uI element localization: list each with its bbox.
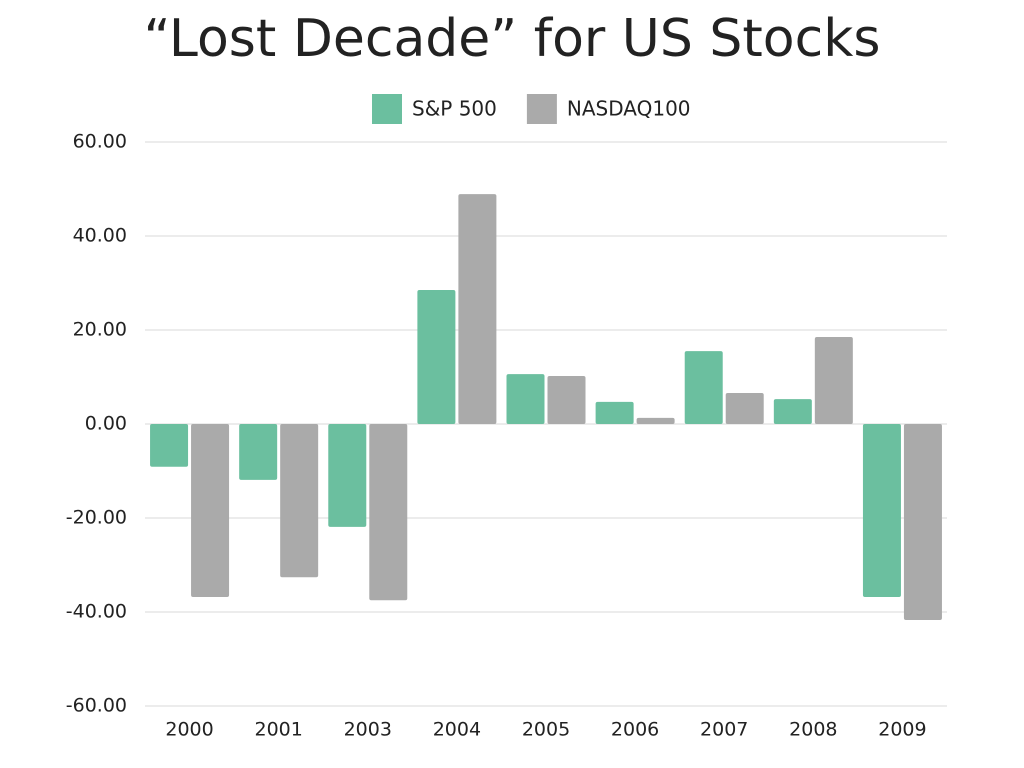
- y-tick-label: -20.00: [66, 507, 127, 529]
- bar: [773, 399, 812, 424]
- y-tick-label: 0.00: [85, 413, 127, 435]
- x-tick-label: 2008: [789, 719, 837, 741]
- bar: [328, 424, 367, 527]
- x-tick-label: 2007: [700, 719, 748, 741]
- bar: [862, 424, 901, 597]
- y-tick-label: 40.00: [73, 225, 127, 247]
- y-tick-label: 60.00: [73, 131, 127, 153]
- y-tick-label: -60.00: [66, 695, 127, 717]
- bar: [725, 392, 764, 424]
- x-tick-label: 2000: [165, 719, 213, 741]
- bar: [814, 337, 853, 424]
- bar: [684, 351, 723, 424]
- bar: [417, 290, 456, 424]
- x-tick-label: 2009: [878, 719, 926, 741]
- bar: [458, 194, 497, 424]
- bar: [239, 424, 278, 480]
- bar: [506, 374, 545, 424]
- bar: [369, 424, 408, 601]
- bar: [636, 417, 675, 424]
- bar: [191, 424, 230, 597]
- y-tick-label: 20.00: [73, 319, 127, 341]
- chart-title: “Lost Decade” for US Stocks: [144, 9, 881, 69]
- x-tick-label: 2005: [522, 719, 570, 741]
- legend-swatch: [526, 94, 557, 124]
- legend-swatch: [372, 94, 402, 124]
- x-tick-label: 2003: [344, 719, 392, 741]
- bar: [903, 424, 942, 620]
- x-tick-label: 2001: [254, 719, 302, 741]
- legend-label: S&P 500: [412, 97, 497, 121]
- x-tick-label: 2006: [611, 719, 659, 741]
- bar: [280, 424, 319, 578]
- y-tick-label: -40.00: [66, 601, 127, 623]
- bar: [547, 376, 586, 424]
- legend-label: NASDAQ100: [567, 97, 691, 121]
- bar: [150, 424, 189, 467]
- bar: [595, 401, 634, 424]
- x-tick-label: 2004: [433, 719, 481, 741]
